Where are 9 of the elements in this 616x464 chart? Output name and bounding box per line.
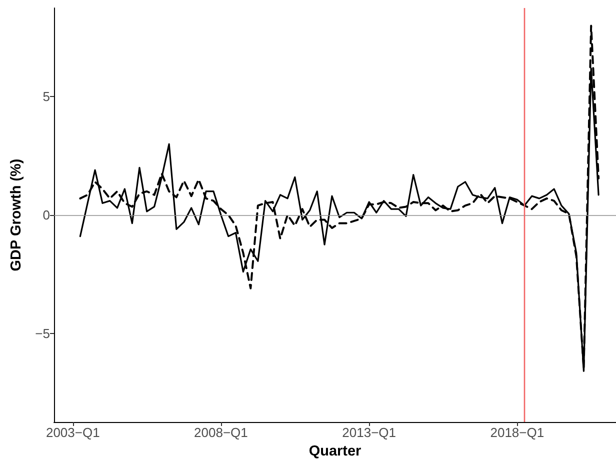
x-tick-label: 2008−Q1 [194, 425, 248, 440]
y-tick-label: 5 [42, 89, 50, 104]
y-tick-label: −5 [35, 326, 50, 341]
y-axis-title: GDP Growth (%) [8, 158, 24, 272]
x-tick-label: 2018−Q1 [490, 425, 544, 440]
x-tick-label: 2013−Q1 [342, 425, 396, 440]
x-axis-title: Quarter [308, 444, 362, 460]
x-tick-label: 2003−Q1 [46, 425, 100, 440]
y-tick-label: 0 [42, 208, 50, 222]
